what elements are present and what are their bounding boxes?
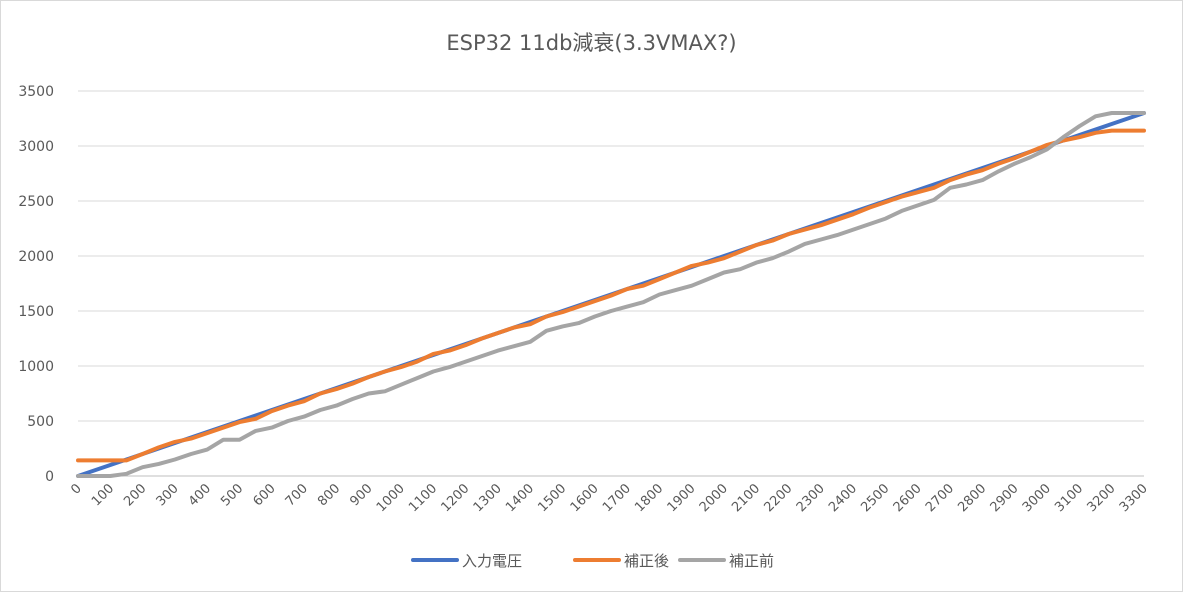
y-tick-label: 1000 (18, 359, 54, 375)
x-tick-label: 1700 (600, 481, 634, 515)
x-tick-label: 600 (250, 481, 278, 509)
y-tick-label: 2500 (18, 194, 54, 210)
legend-entry: 補正前 (729, 552, 774, 570)
x-tick-label: 3100 (1052, 481, 1086, 515)
x-tick-label: 3000 (1020, 481, 1054, 515)
x-tick-label: 500 (218, 481, 246, 509)
y-tick-label: 3500 (18, 84, 54, 100)
y-tick-label: 3000 (18, 139, 54, 155)
x-tick-label: 3200 (1085, 481, 1119, 515)
legend-entry: 補正後 (624, 552, 669, 570)
x-tick-label: 400 (186, 481, 214, 509)
series-line-2 (76, 111, 1146, 478)
y-tick-label: 1500 (18, 304, 54, 320)
y-tick-label: 0 (45, 469, 54, 485)
x-tick-label: 2500 (858, 481, 892, 515)
x-tick-label: 300 (154, 481, 182, 509)
x-tick-label: 2600 (891, 481, 925, 515)
x-tick-label: 1800 (632, 481, 666, 515)
x-tick-label: 2800 (955, 481, 989, 515)
x-tick-label: 900 (347, 481, 375, 509)
x-tick-label: 800 (315, 481, 343, 509)
x-tick-label: 0 (68, 481, 84, 497)
y-tick-label: 2000 (18, 249, 54, 265)
x-tick-label: 1300 (471, 481, 505, 515)
x-tick-label: 1000 (374, 481, 408, 515)
x-tick-label: 2100 (729, 481, 763, 515)
x-tick-label: 100 (89, 481, 117, 509)
x-tick-label: 1500 (535, 481, 569, 515)
x-tick-label: 1200 (438, 481, 472, 515)
x-tick-label: 2400 (826, 481, 860, 515)
x-tick-label: 1400 (503, 481, 537, 515)
x-tick-label: 2000 (697, 481, 731, 515)
x-tick-label: 700 (283, 481, 311, 509)
x-tick-label: 200 (121, 481, 149, 509)
x-tick-label: 3300 (1117, 481, 1151, 515)
series-line-1 (76, 128, 1146, 463)
x-tick-label: 2900 (988, 481, 1022, 515)
x-tick-label: 2200 (761, 481, 795, 515)
x-tick-label: 2300 (794, 481, 828, 515)
chart-title: ESP32 11db減衰(3.3VMAX?) (446, 31, 737, 55)
x-tick-label: 1900 (665, 481, 699, 515)
x-tick-label: 1600 (568, 481, 602, 515)
x-tick-label: 1100 (406, 481, 440, 515)
x-tick-label: 2700 (923, 481, 957, 515)
y-tick-label: 500 (27, 414, 54, 430)
legend-entry: 入力電圧 (462, 552, 522, 570)
